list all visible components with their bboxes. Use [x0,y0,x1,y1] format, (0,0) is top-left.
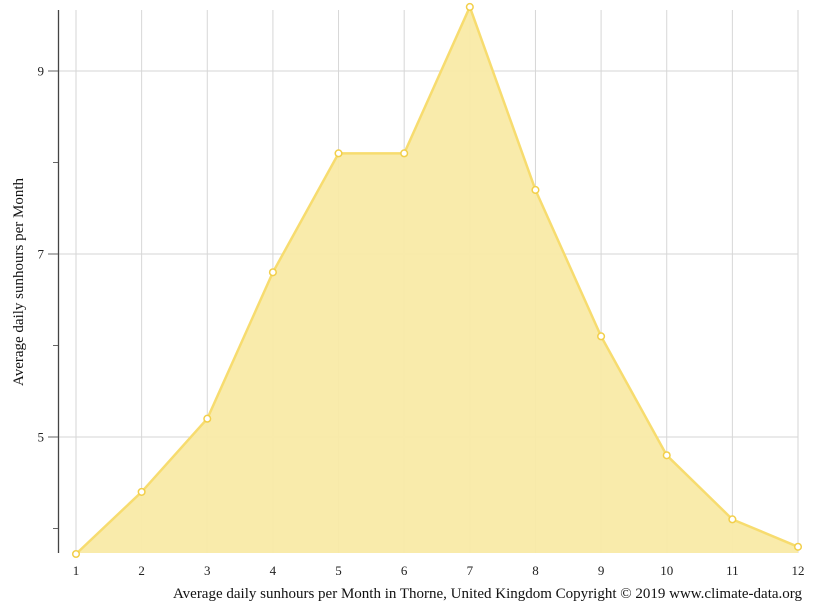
data-point [137,487,146,496]
data-point [662,451,671,460]
data-point [597,332,606,341]
data-points [71,2,803,559]
area-fill [76,6,798,554]
y-axis-title: Average daily sunhours per Month [11,178,27,387]
data-point [793,542,803,551]
x-axis-title: Average daily sunhours per Month in Thor… [173,586,803,602]
x-tick-label: 7 [467,563,474,578]
area-line [75,3,799,555]
x-tick-label: 8 [532,563,539,578]
x-axis-ticks: 1 2 3 4 5 6 7 8 9 10 11 12 [73,563,805,578]
x-tick-label: 1 [73,563,80,578]
data-point [465,2,474,11]
x-tick-label: 10 [660,563,673,578]
x-tick-label: 5 [335,563,342,578]
y-tick-label: 7 [38,247,45,262]
data-point [268,268,277,277]
y-tick-label: 9 [38,64,45,79]
data-point [334,149,343,158]
x-tick-label: 3 [204,563,211,578]
x-tick-label: 11 [726,563,739,578]
x-tick-label: 4 [270,563,277,578]
x-tick-label: 2 [138,563,145,578]
data-point [728,515,737,524]
x-tick-label: 12 [792,563,805,578]
x-tick-label: 9 [598,563,605,578]
y-tick-label: 5 [38,430,45,445]
data-point [531,185,540,194]
y-axis-ticks: 5 7 9 [38,64,58,529]
data-point [400,149,409,158]
data-point [203,414,212,423]
x-tick-label: 6 [401,563,408,578]
data-point [71,549,81,559]
